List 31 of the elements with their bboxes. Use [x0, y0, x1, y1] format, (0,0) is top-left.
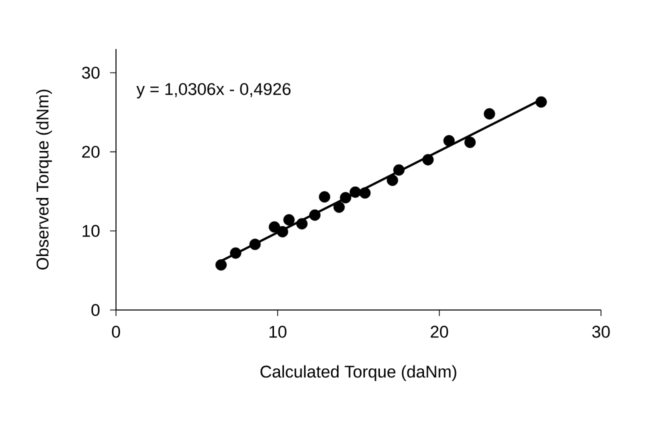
point — [350, 186, 361, 198]
point — [422, 154, 434, 166]
point — [443, 135, 455, 146]
point — [276, 226, 288, 238]
annotation: y = 1,0306x - 0,4926 — [136, 83, 291, 98]
point — [386, 174, 398, 186]
x-axis-title: Calculated Torque (daNm) — [260, 365, 456, 382]
point — [318, 191, 330, 203]
point — [464, 136, 476, 148]
point — [333, 202, 345, 213]
point — [309, 209, 321, 221]
x-tick-label: 0 — [112, 326, 120, 338]
point — [393, 164, 405, 176]
y-tick-label: 20 — [82, 146, 100, 158]
x-tick-label: 20 — [430, 326, 448, 338]
x-tick-label: 30 — [592, 326, 610, 338]
point — [249, 238, 261, 250]
point — [283, 214, 295, 226]
point — [359, 187, 371, 199]
point — [484, 108, 496, 120]
point — [215, 259, 227, 271]
y-tick-label: 30 — [82, 66, 100, 79]
point — [268, 221, 280, 233]
point — [230, 247, 242, 259]
x-tick-label: 10 — [270, 326, 286, 338]
point — [340, 192, 352, 204]
y-tick-label: 10 — [82, 224, 100, 237]
point — [536, 96, 547, 108]
point — [296, 218, 308, 230]
y-axis-title: Observed Torque (dNm) — [36, 90, 52, 270]
y-tick-label: 0 — [91, 304, 100, 316]
